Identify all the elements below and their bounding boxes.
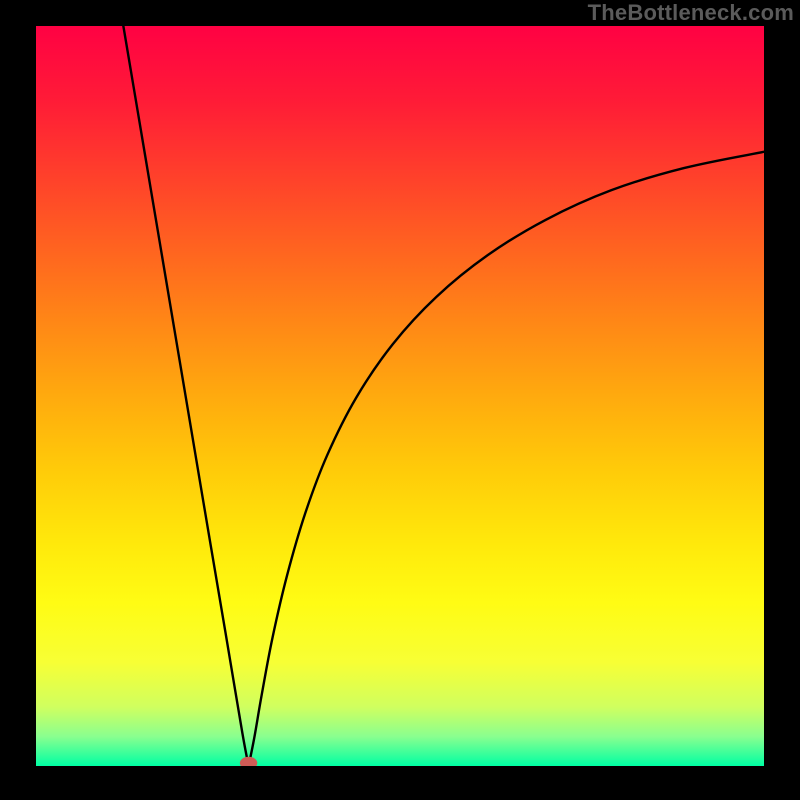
watermark-text: TheBottleneck.com (588, 0, 794, 26)
chart-root: TheBottleneck.com (0, 0, 800, 800)
plot-background (36, 26, 764, 766)
plot-svg (0, 0, 800, 800)
